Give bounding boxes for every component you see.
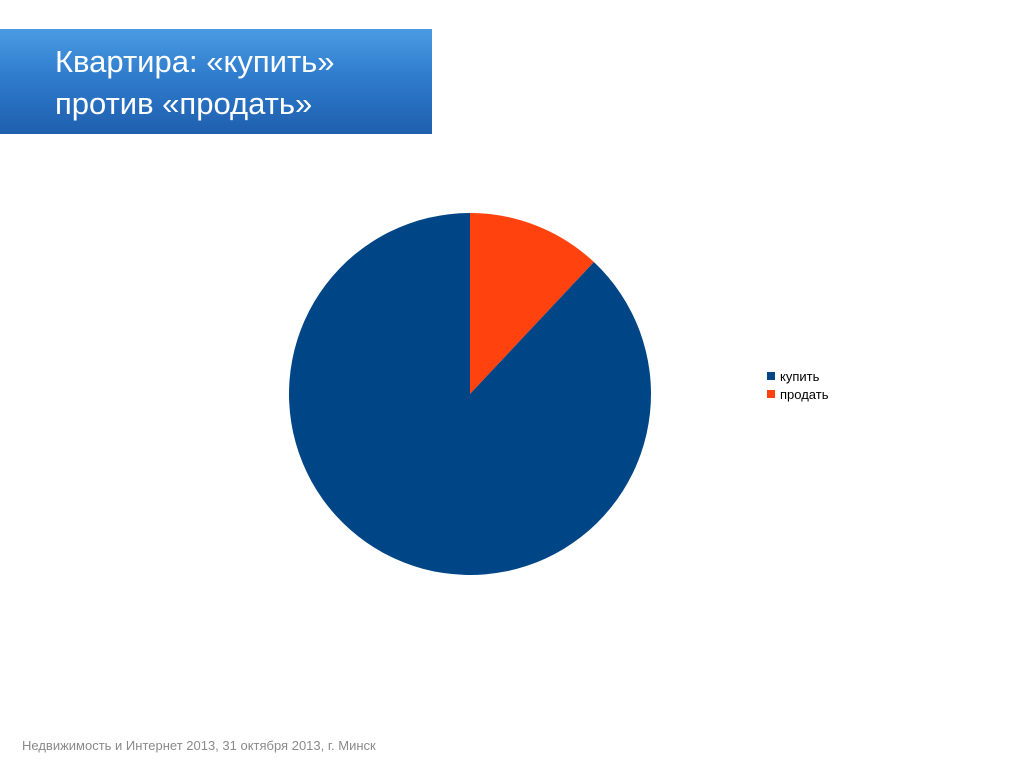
slide-title-line-2: против «продать» xyxy=(55,86,313,121)
slide-title-line-1: Квартира: «купить» xyxy=(55,44,335,79)
legend-item-buy: купить xyxy=(767,367,828,385)
legend-swatch-buy xyxy=(767,372,775,380)
legend-label-sell: продать xyxy=(780,386,829,402)
legend-swatch-sell xyxy=(767,390,775,398)
title-banner: Квартира: «купить» против «продать» xyxy=(0,29,432,134)
pie-slice-sell xyxy=(470,213,594,394)
slide-footer: Недвижимость и Интернет 2013, 31 октября… xyxy=(22,738,376,753)
legend-label-buy: купить xyxy=(780,368,820,384)
pie-slice-buy xyxy=(289,213,651,575)
chart-legend: купить продать xyxy=(767,367,828,403)
legend-item-sell: продать xyxy=(767,385,828,403)
